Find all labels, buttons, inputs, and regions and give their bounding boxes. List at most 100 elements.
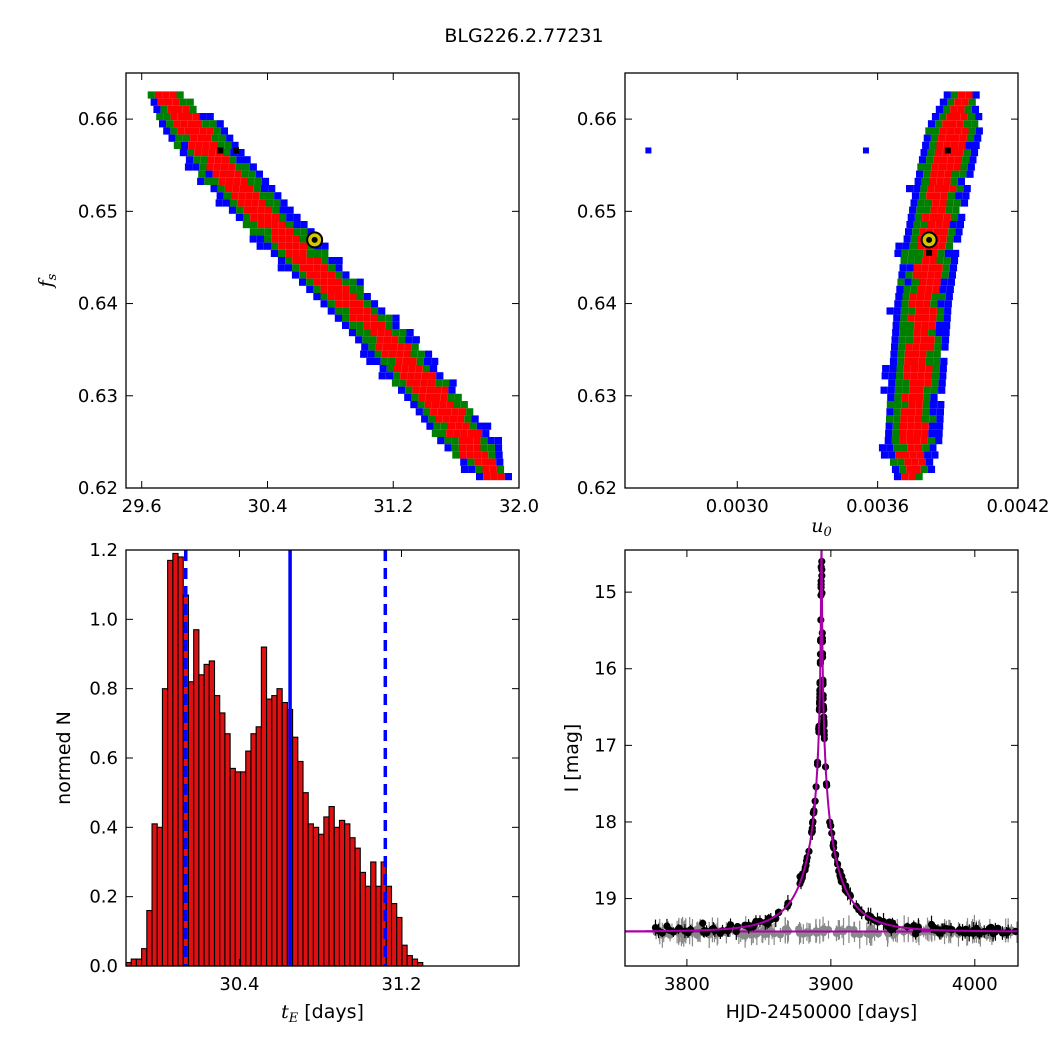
- histogram-bar: [411, 958, 419, 967]
- likelihood-cell-sigma1: [936, 213, 944, 221]
- likelihood-cell-sigma2: [894, 401, 902, 409]
- likelihood-cell-sigma2: [279, 213, 287, 221]
- likelihood-cell-sigma1: [921, 422, 929, 430]
- likelihood-cell-sigma2: [451, 437, 459, 445]
- likelihood-cell-sigma3: [939, 372, 947, 380]
- y-axis-label: fs: [35, 273, 60, 289]
- likelihood-cell-sigma2: [929, 141, 937, 149]
- likelihood-cell-sigma1: [165, 98, 173, 106]
- likelihood-cell-sigma1: [195, 141, 203, 149]
- likelihood-cell-sigma1: [901, 473, 909, 481]
- figure-title: BLG226.2.77231: [444, 25, 603, 47]
- likelihood-cell-sigma2: [335, 271, 343, 279]
- likelihood-cell-sigma1: [407, 372, 415, 380]
- y-tick-label: 0.4: [89, 817, 118, 838]
- likelihood-cell-sigma3: [243, 156, 251, 164]
- histogram-bar: [219, 712, 226, 967]
- likelihood-cell-sigma1: [950, 141, 959, 149]
- y-tick-label: 0.0: [89, 956, 118, 977]
- likelihood-cell-sigma1: [914, 314, 922, 322]
- likelihood-cell-sigma3: [906, 264, 914, 272]
- likelihood-cell-sigma3: [236, 156, 244, 164]
- likelihood-cell-sigma1: [950, 105, 958, 113]
- likelihood-cell-sigma3: [911, 192, 920, 200]
- likelihood-cell-sigma3: [184, 163, 193, 171]
- likelihood-cell-sigma2: [934, 343, 942, 351]
- likelihood-cell-sigma2: [900, 314, 908, 322]
- likelihood-cell-sigma1: [292, 242, 300, 250]
- likelihood-cell-sigma1: [313, 257, 322, 265]
- likelihood-cell-sigma1: [320, 278, 328, 286]
- likelihood-cell-sigma2: [928, 329, 936, 337]
- likelihood-cell-sigma1: [415, 365, 423, 373]
- likelihood-cell-sigma2: [422, 408, 431, 416]
- likelihood-cell-sigma3: [215, 199, 223, 207]
- likelihood-cell-sigma3: [946, 285, 954, 293]
- likelihood-cell-sigma3: [886, 444, 894, 452]
- likelihood-cell-sigma1: [912, 271, 920, 279]
- histogram-bar: [193, 629, 200, 967]
- likelihood-cell-sigma3: [926, 458, 934, 466]
- likelihood-cell-sigma2: [209, 120, 217, 128]
- likelihood-cell-sigma2: [211, 134, 219, 142]
- likelihood-cell-sigma2: [342, 307, 350, 315]
- likelihood-cell-sigma3: [321, 242, 329, 250]
- likelihood-cell-sigma3: [300, 221, 308, 229]
- likelihood-cell-sigma1: [473, 444, 481, 452]
- likelihood-cell-sigma1: [214, 156, 222, 164]
- likelihood-cell-sigma1: [457, 415, 465, 423]
- likelihood-cell-sigma3: [476, 422, 484, 430]
- axes-frame: [624, 549, 1019, 967]
- likelihood-cell-sigma1: [378, 321, 386, 329]
- likelihood-cell-sigma3: [891, 465, 900, 473]
- likelihood-cell-sigma2: [924, 199, 933, 207]
- likelihood-cell-sigma2: [175, 134, 183, 142]
- likelihood-cell-sigma1: [475, 429, 483, 437]
- likelihood-cell-sigma1: [420, 379, 428, 387]
- likelihood-cell-sigma1: [292, 249, 300, 257]
- likelihood-cell-sigma2: [934, 336, 942, 344]
- likelihood-cell-sigma1: [945, 134, 953, 142]
- panel-tE-fs: 29.6 30.4 31.2 32.0 0.62 0.63 0.64 0.65 0.66 fs: [35, 72, 539, 517]
- likelihood-cell-sigma3: [268, 185, 276, 193]
- likelihood-cell-sigma1: [473, 451, 482, 459]
- secondary-data-point: [867, 924, 875, 932]
- likelihood-cell-sigma2: [356, 285, 364, 293]
- likelihood-cell-sigma3: [878, 444, 887, 452]
- likelihood-cell-sigma1: [918, 357, 926, 365]
- likelihood-cell-sigma3: [906, 185, 914, 193]
- likelihood-cell-sigma2: [898, 336, 906, 344]
- histogram-bar: [396, 916, 403, 967]
- likelihood-cell-sigma3: [923, 134, 931, 142]
- likelihood-cell-sigma1: [154, 91, 163, 99]
- likelihood-cell-sigma1: [926, 278, 934, 286]
- likelihood-cell-sigma3: [890, 350, 898, 358]
- likelihood-cell-sigma3: [335, 264, 343, 272]
- likelihood-cell-sigma3: [494, 437, 502, 445]
- likelihood-cell-sigma1: [306, 264, 314, 272]
- likelihood-cell-sigma2: [943, 257, 951, 265]
- likelihood-cell-sigma1: [180, 120, 188, 128]
- likelihood-cell-sigma3: [943, 321, 951, 329]
- likelihood-cell-sigma1: [395, 357, 403, 365]
- likelihood-cell-sigma1: [425, 393, 433, 401]
- likelihood-cell-sigma2: [910, 235, 918, 243]
- likelihood-cell-sigma2: [941, 271, 949, 279]
- likelihood-cell-sigma3: [975, 127, 983, 135]
- likelihood-cell-sigma1: [908, 408, 916, 416]
- likelihood-cell-sigma1: [239, 185, 247, 193]
- histogram-bar: [364, 885, 372, 967]
- likelihood-cell-sigma1: [914, 321, 922, 329]
- histogram-bar: [146, 909, 153, 967]
- y-tick-label: 1.2: [89, 540, 118, 561]
- likelihood-cell-sigma1: [909, 451, 917, 459]
- likelihood-cell-sigma1: [409, 357, 417, 365]
- likelihood-cell-sigma1: [418, 393, 426, 401]
- likelihood-cell-sigma1: [396, 350, 404, 358]
- likelihood-cell-sigma1: [466, 451, 474, 459]
- secondary-data-point: [866, 931, 875, 939]
- x-tick-label: 32.0: [499, 496, 539, 517]
- likelihood-cell-sigma1: [406, 379, 414, 387]
- likelihood-cell-sigma3: [426, 422, 434, 430]
- likelihood-cell-sigma1: [942, 120, 950, 128]
